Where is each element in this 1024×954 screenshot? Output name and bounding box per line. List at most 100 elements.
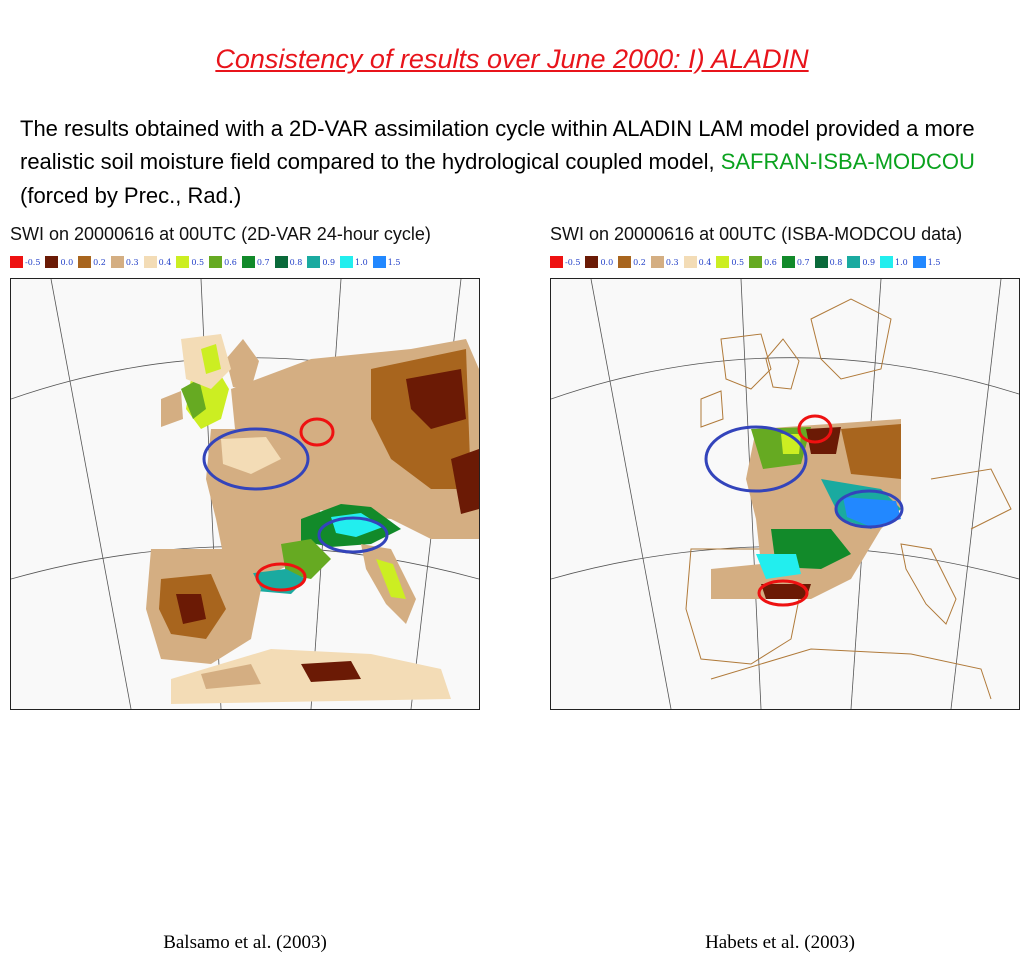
legend-label: 0.7: [256, 257, 270, 267]
highlight-ellipses-left: [202, 417, 389, 592]
legend-item: 0.7: [781, 256, 810, 268]
legend-item: 1.0: [880, 256, 908, 268]
legend-label: 0.8: [289, 257, 303, 267]
legend-label: 0.6: [764, 257, 777, 267]
legend-label: 1.5: [927, 257, 941, 267]
ellipse-blue-1-right: [704, 425, 808, 493]
land-left: [146, 334, 479, 704]
legend-swatch: [340, 256, 354, 268]
legend-item: 0.5: [176, 256, 204, 268]
legend-item: 0.9: [847, 256, 875, 268]
legend-label: 1.5: [387, 257, 401, 267]
legend-label: 0.6: [224, 257, 237, 267]
ellipse-blue-2-left: [317, 516, 389, 554]
legend-swatch: [209, 256, 223, 268]
ellipse-blue-2-right: [834, 489, 904, 529]
legend-item: 0.6: [749, 256, 777, 268]
legend-swatch: [618, 256, 632, 268]
legend-swatch: [307, 256, 321, 268]
legend-item: 0.0: [585, 256, 613, 268]
legend-label: 0.5: [191, 257, 205, 267]
legend-swatch: [585, 256, 599, 268]
legend-swatch: [683, 256, 697, 268]
map-panel-right: SWI on 20000616 at 00UTC (ISBA-MODCOU da…: [550, 218, 1020, 953]
legend-label: 0.7: [796, 257, 810, 267]
legend-label: -0.5: [25, 257, 41, 267]
legend-label: 0.4: [698, 257, 712, 267]
legend-item: 0.4: [143, 256, 172, 268]
map-caption-left: Balsamo et al. (2003): [163, 932, 327, 953]
map-panel-left: SWI on 20000616 at 00UTC (2D-VAR 24-hour…: [10, 218, 480, 953]
legend-item: 0.3: [110, 256, 139, 268]
legend-label: 0.2: [633, 257, 646, 267]
legend-swatch: [912, 256, 926, 268]
legend-label: 1.0: [355, 257, 368, 267]
legend-swatch: [176, 256, 190, 268]
ellipse-red-1-left: [299, 417, 335, 447]
legend-swatch: [781, 256, 795, 268]
legend-item: 0.5: [716, 256, 744, 268]
legend-item: 0.9: [307, 256, 335, 268]
highlight-ellipses-right: [704, 414, 904, 607]
legend-swatch: [650, 256, 664, 268]
map-frame-right: [550, 278, 1020, 710]
map-frame-left: [10, 278, 480, 710]
legend-swatch: [847, 256, 861, 268]
legend-item: 0.0: [45, 256, 73, 268]
body-text-highlight: SAFRAN-ISBA-MODCOU: [720, 149, 975, 175]
legend-label: -0.5: [565, 257, 581, 267]
legend-item: -0.5: [550, 256, 580, 268]
legend-item: 1.5: [372, 256, 401, 268]
ellipse-blue-1-left: [202, 427, 310, 491]
legend-label: 0.0: [600, 257, 614, 267]
legend-item: 1.5: [912, 256, 941, 268]
legend-label: 0.0: [60, 257, 74, 267]
slide-body-text: The results obtained with a 2D-VAR assim…: [20, 112, 1010, 212]
legend-label: 0.8: [829, 257, 843, 267]
europe-map-right: [551, 279, 1019, 709]
legend-label: 1.0: [895, 257, 908, 267]
legend-swatch: [880, 256, 894, 268]
legend-label: 0.5: [731, 257, 745, 267]
map-title-left: SWI on 20000616 at 00UTC (2D-VAR 24-hour…: [10, 224, 431, 244]
body-text-after: (forced by Prec., Rad.): [20, 182, 242, 208]
legend-swatch: [372, 256, 386, 268]
legend-item: 0.4: [683, 256, 712, 268]
map-title-right: SWI on 20000616 at 00UTC (ISBA-MODCOU da…: [550, 224, 963, 244]
legend-swatch: [550, 256, 563, 268]
legend-item: 0.6: [209, 256, 237, 268]
legend-swatch: [814, 256, 828, 268]
legend-item: 0.2: [78, 256, 106, 268]
legend-label: 0.3: [125, 257, 139, 267]
legend-swatch: [110, 256, 124, 268]
domain-right: [711, 419, 901, 599]
legend-swatch: [143, 256, 157, 268]
slide-title: Consistency of results over June 2000: I…: [215, 44, 809, 74]
legend-swatch: [749, 256, 763, 268]
legend-item: 0.8: [274, 256, 303, 268]
map-caption-right: Habets et al. (2003): [705, 932, 855, 953]
ellipse-red-1-right: [797, 414, 833, 444]
legend-left: -0.5 0.0 0.2 0.3 0.4 0.5 0.6 0.7 0.8 0.9 1.0 1.5: [10, 256, 406, 268]
legend-label: 0.3: [665, 257, 679, 267]
legend-item: -0.5: [10, 256, 40, 268]
legend-label: 0.2: [93, 257, 106, 267]
legend-swatch: [10, 256, 23, 268]
legend-item: 0.2: [618, 256, 646, 268]
legend-swatch: [78, 256, 92, 268]
europe-map-left: [11, 279, 479, 709]
legend-swatch: [274, 256, 288, 268]
legend-item: 0.7: [241, 256, 270, 268]
legend-swatch: [716, 256, 730, 268]
legend-item: 1.0: [340, 256, 368, 268]
legend-item: 0.3: [650, 256, 679, 268]
legend-item: 0.8: [814, 256, 843, 268]
legend-label: 0.9: [862, 257, 876, 267]
ellipse-red-2-left: [255, 562, 307, 592]
body-text-before: The results obtained with a 2D-VAR assim…: [20, 116, 975, 175]
legend-label: 0.4: [158, 257, 172, 267]
legend-label: 0.9: [322, 257, 336, 267]
legend-swatch: [241, 256, 255, 268]
legend-swatch: [45, 256, 59, 268]
legend-right: -0.5 0.0 0.2 0.3 0.4 0.5 0.6 0.7 0.8 0.9 1.0 1.5: [550, 256, 946, 268]
